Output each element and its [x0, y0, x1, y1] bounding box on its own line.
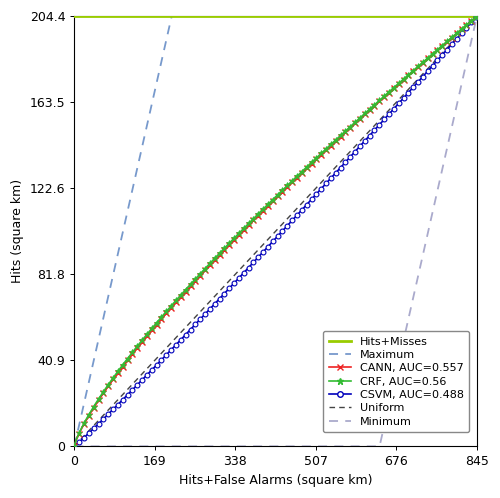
Legend: Hits+Misses, Maximum, CANN, AUC=0.557, CRF, AUC=0.56, CSVM, AUC=0.488, Uniform, : Hits+Misses, Maximum, CANN, AUC=0.557, C… — [323, 331, 470, 432]
Y-axis label: Hits (square km): Hits (square km) — [11, 179, 24, 283]
X-axis label: Hits+False Alarms (square km): Hits+False Alarms (square km) — [179, 474, 372, 487]
